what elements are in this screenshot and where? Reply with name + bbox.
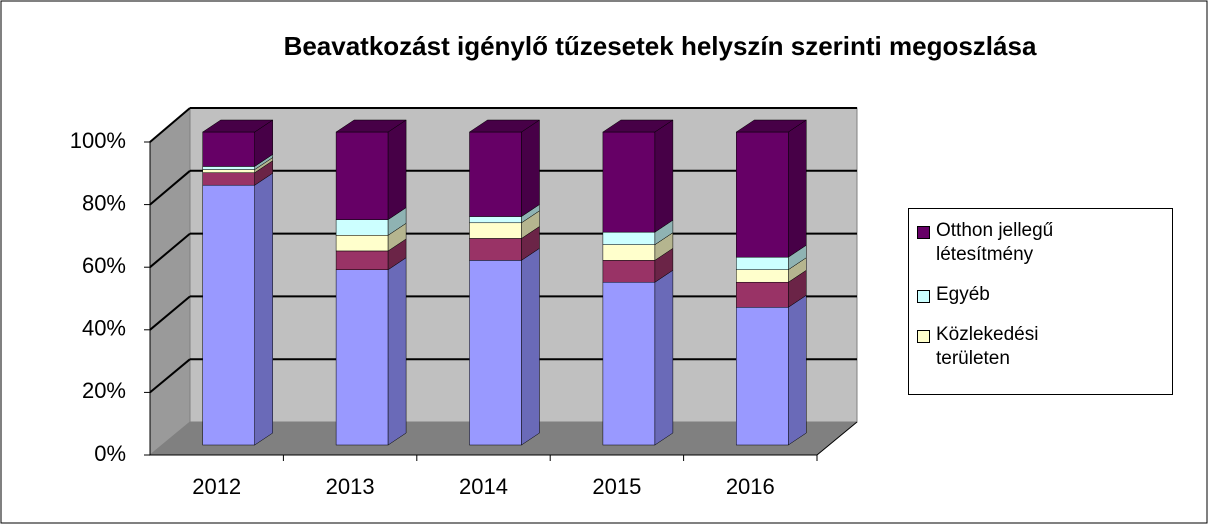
floor-edge xyxy=(816,421,858,456)
bar-top xyxy=(602,119,674,133)
x-tick-label: 2013 xyxy=(326,474,375,499)
bar-segment xyxy=(602,231,656,245)
bar-side xyxy=(788,119,807,258)
bar-segment xyxy=(202,172,255,186)
bar-segment xyxy=(335,269,389,446)
y-tick-label: 20% xyxy=(82,378,126,403)
bar-segment xyxy=(335,219,389,236)
bar-side xyxy=(654,269,674,446)
bar-side xyxy=(521,247,540,446)
legend-label: Otthon jellegű létesítmény xyxy=(936,220,1054,265)
legend-label: Egyéb xyxy=(936,284,990,305)
chart-title: Beavatkozást igénylő tűzesetek helyszín … xyxy=(284,31,1037,61)
bar-segment xyxy=(469,216,522,224)
bar-segment xyxy=(602,260,656,283)
bar-segment xyxy=(602,244,656,261)
x-tick-label: 2012 xyxy=(192,474,241,499)
bar-segment xyxy=(202,166,255,170)
bar-segment xyxy=(469,260,522,446)
bar-segment xyxy=(202,184,255,446)
legend-entry: Közlekedési területen xyxy=(917,323,1164,371)
bar-segment xyxy=(202,131,255,167)
y-tick-label: 60% xyxy=(82,253,126,278)
bar-segment xyxy=(202,169,255,173)
bar-segment xyxy=(469,131,522,217)
legend-label: Közlekedési területen xyxy=(936,324,1039,369)
bar-side xyxy=(387,257,407,446)
bar-segment xyxy=(736,281,789,308)
side-wall xyxy=(149,106,191,457)
bar-side xyxy=(654,119,674,233)
bar-side xyxy=(788,294,807,446)
bar-top xyxy=(735,119,808,133)
legend-swatch xyxy=(917,330,930,343)
bar-segment xyxy=(335,131,389,220)
grid-line xyxy=(149,232,191,268)
bar-side xyxy=(521,119,540,217)
bar-segment xyxy=(736,256,789,270)
y-tick-label: 80% xyxy=(82,190,126,215)
bar-segment xyxy=(335,235,389,252)
x-tick-label: 2014 xyxy=(459,474,508,499)
y-tick-label: 100% xyxy=(70,128,126,153)
bar-segment xyxy=(736,269,789,283)
bar-segment xyxy=(469,238,522,261)
grid-line xyxy=(149,107,191,143)
bar-top xyxy=(468,119,541,133)
bar-segment xyxy=(469,222,522,239)
grid-line xyxy=(149,295,191,331)
legend-entry: Egyéb xyxy=(917,283,1164,307)
bar-segment xyxy=(736,131,789,258)
x-tick-label: 2016 xyxy=(726,474,775,499)
x-tick-label: 2015 xyxy=(592,474,641,499)
bar-top xyxy=(201,119,274,133)
legend-entry: Otthon jellegű létesítmény xyxy=(917,219,1164,267)
y-tick-label: 0% xyxy=(94,441,126,466)
bar-segment xyxy=(335,250,389,270)
grid-line xyxy=(149,358,191,394)
bar-segment xyxy=(602,131,656,233)
bar-side xyxy=(254,172,273,446)
bar-top xyxy=(335,119,407,133)
bar-side xyxy=(387,119,407,221)
legend: Otthon jellegű létesítmény Egyéb Közlekedé… xyxy=(908,208,1173,395)
legend-swatch xyxy=(917,226,930,239)
grid-line xyxy=(149,170,191,206)
bar-segment xyxy=(602,281,656,446)
legend-swatch xyxy=(917,290,930,303)
y-tick-label: 40% xyxy=(82,316,126,341)
bar-segment xyxy=(736,307,789,446)
